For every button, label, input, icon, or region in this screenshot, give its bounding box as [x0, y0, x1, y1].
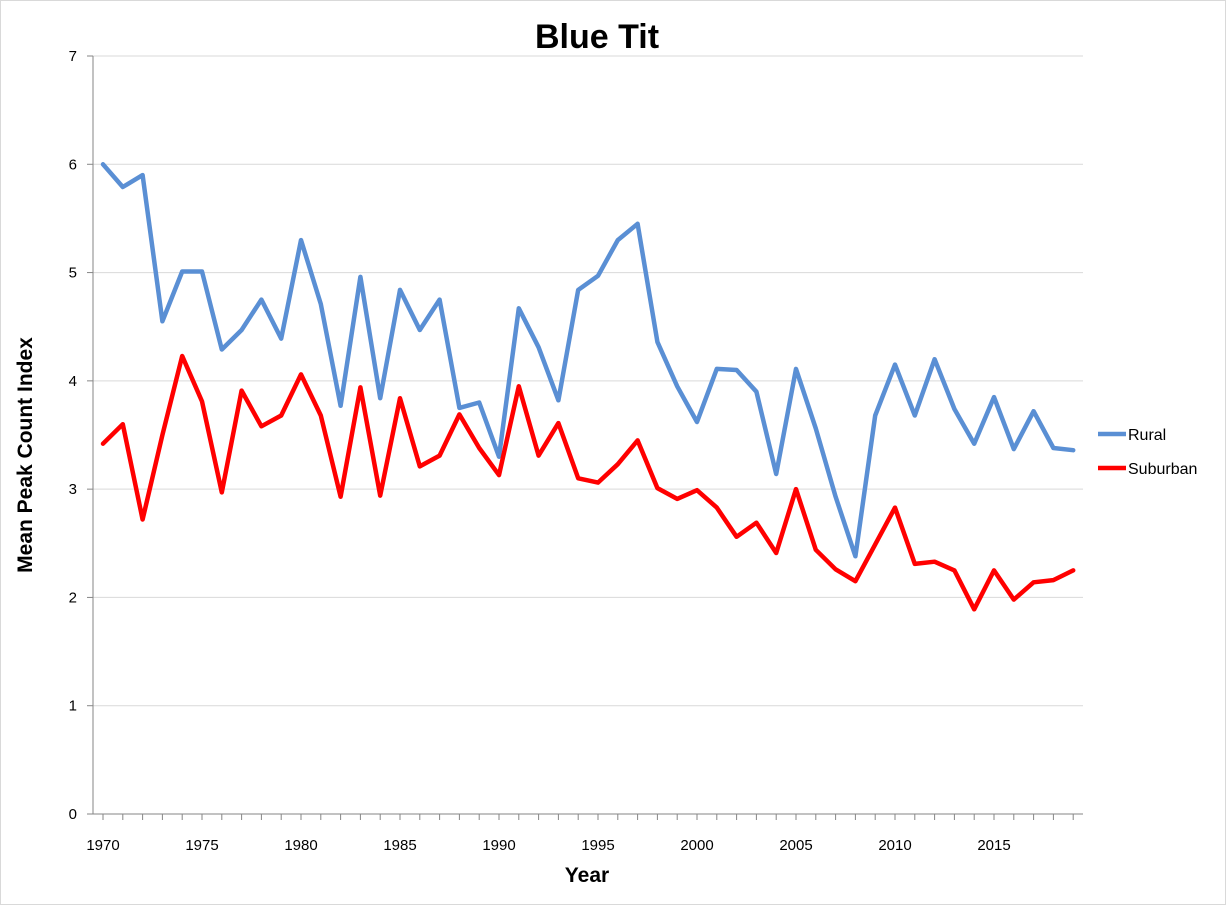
series-line-rural [100, 162, 1076, 559]
legend-label-rural: Rural [1128, 427, 1166, 444]
x-tick-label: 2005 [779, 837, 812, 854]
x-tick-label: 1970 [86, 837, 119, 854]
x-tick-label: 1995 [581, 837, 614, 854]
y-tick-label: 5 [69, 265, 77, 282]
axes [92, 56, 1083, 820]
series-line-suburban [100, 353, 1076, 612]
x-tick-label: 1990 [482, 837, 515, 854]
y-tick-label: 1 [69, 698, 77, 715]
x-tick-label: 1985 [383, 837, 416, 854]
y-tick-label: 3 [69, 481, 77, 498]
series-lines [100, 162, 1076, 612]
y-tick-label: 6 [69, 156, 77, 173]
x-tick-labels: 1970 1975 1980 1985 1990 1995 2000 2005 2010 2015 [86, 837, 1010, 854]
x-axis-title: Year [565, 864, 609, 887]
x-tick-label: 1975 [185, 837, 218, 854]
y-axis-title: Mean Peak Count Index [14, 337, 37, 573]
y-tick-label: 0 [69, 806, 77, 823]
x-tick-label: 1980 [284, 837, 317, 854]
gridlines [87, 55, 1083, 815]
y-tick-label: 7 [69, 48, 77, 65]
legend: Rural Suburban [1098, 427, 1197, 478]
x-tick-label: 2015 [977, 837, 1010, 854]
y-tick-label: 2 [69, 589, 77, 606]
x-tick-label: 2010 [878, 837, 911, 854]
x-tick-label: 2000 [680, 837, 713, 854]
legend-label-suburban: Suburban [1128, 461, 1197, 478]
y-tick-labels: 0 1 2 3 4 5 6 7 [69, 48, 77, 823]
chart-title: Blue Tit [535, 18, 659, 56]
y-tick-label: 4 [69, 373, 77, 390]
